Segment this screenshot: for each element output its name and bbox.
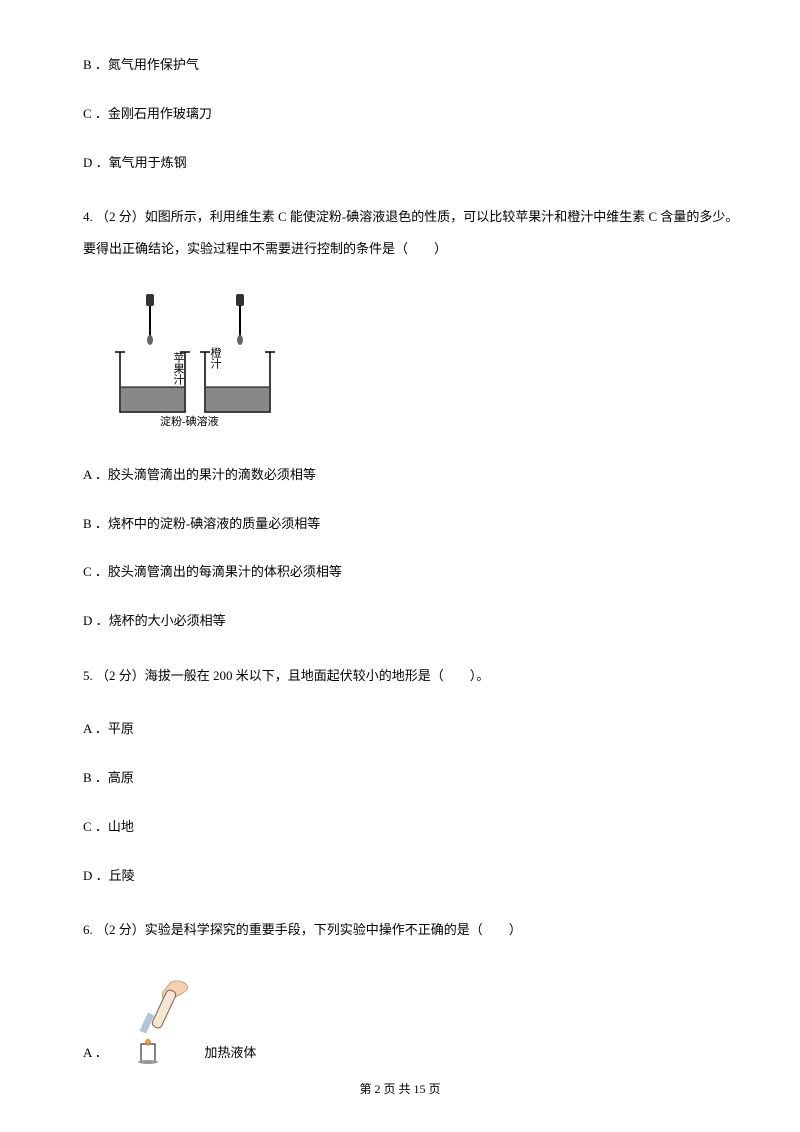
q4-option-a: A ．胶头滴管滴出的果汁的滴数必须相等 bbox=[55, 465, 745, 486]
q3-option-c: C ．金刚石用作玻璃刀 bbox=[55, 104, 745, 125]
q6-option-a-text: 加热液体 bbox=[204, 1045, 256, 1060]
question-4-diagram: 苹果汁 橙汁 淀粉-碘溶液 bbox=[110, 292, 745, 437]
q6-option-a-prefix: A ． bbox=[83, 1045, 108, 1060]
q4-option-d: D ．烧杯的大小必须相等 bbox=[55, 611, 745, 632]
q4-option-b: B ．烧杯中的淀粉-碘溶液的质量必须相等 bbox=[55, 514, 745, 535]
label-solution: 淀粉-碘溶液 bbox=[160, 414, 219, 428]
q4-option-c: C ．胶头滴管滴出的每滴果汁的体积必须相等 bbox=[55, 562, 745, 583]
label-apple-juice: 苹果汁 bbox=[172, 350, 185, 385]
q5-option-c: C ．山地 bbox=[55, 817, 745, 838]
question-5-text: 5. （2 分）海拔一般在 200 米以下，且地面起伏较小的地形是（ ）。 bbox=[55, 660, 745, 691]
q5-option-d: D ．丘陵 bbox=[55, 866, 745, 887]
page-footer: 第 2 页 共 15 页 bbox=[0, 1080, 800, 1097]
q6-option-a: A ． 加热液体 bbox=[55, 974, 745, 1064]
question-6-text: 6. （2 分）实验是科学探究的重要手段，下列实验中操作不正确的是（ ） bbox=[55, 914, 745, 945]
q5-option-b: B ．高原 bbox=[55, 768, 745, 789]
label-orange-juice: 橙汁 bbox=[209, 345, 222, 369]
q3-option-b: B ．氮气用作保护气 bbox=[55, 55, 745, 76]
q5-option-a: A ．平原 bbox=[55, 719, 745, 740]
q3-option-d: D ．氧气用于炼钢 bbox=[55, 153, 745, 174]
beaker-experiment-diagram: 苹果汁 橙汁 淀粉-碘溶液 bbox=[110, 292, 310, 432]
heating-liquid-diagram bbox=[121, 974, 201, 1064]
question-4-text: 4. （2 分）如图所示，利用维生素 C 能使淀粉-碘溶液退色的性质，可以比较苹… bbox=[55, 201, 745, 263]
